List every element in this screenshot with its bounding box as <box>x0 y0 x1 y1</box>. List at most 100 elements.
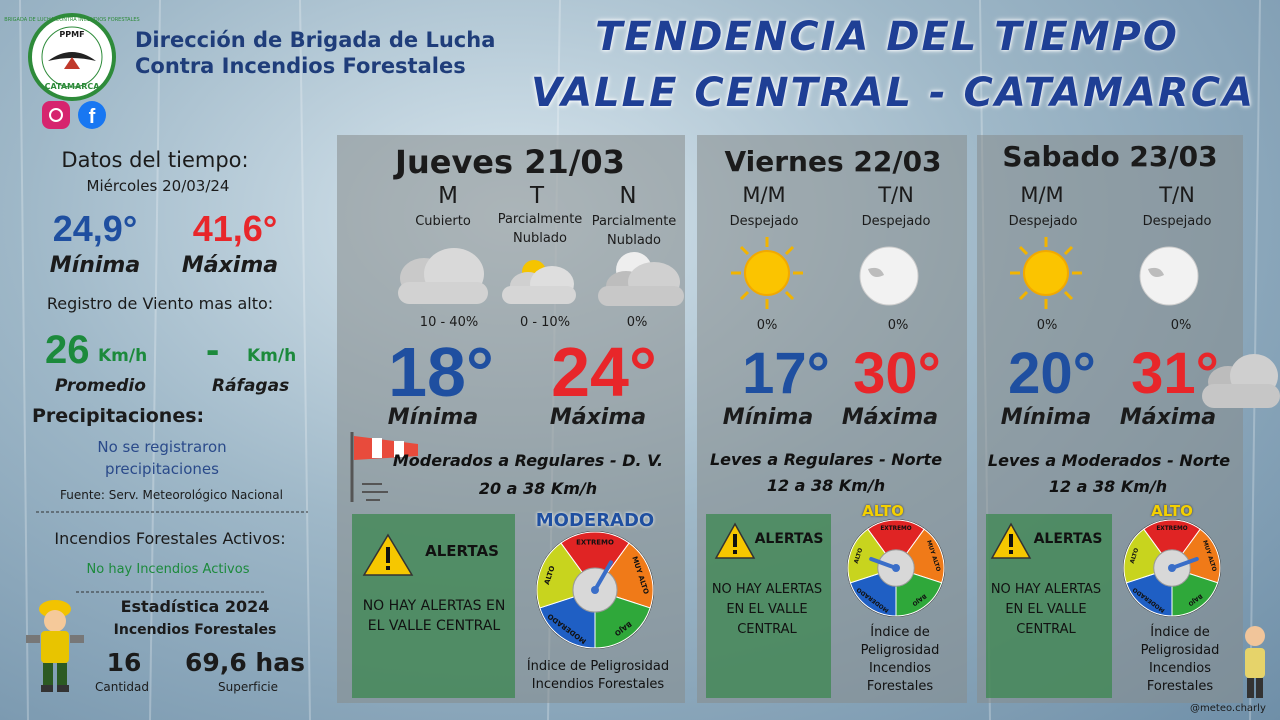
precip-prob: 0% <box>1170 318 1192 333</box>
period-label: M <box>438 183 458 209</box>
precip-prob: 0% <box>756 318 778 333</box>
gauge-segment <box>1143 519 1201 569</box>
period-label: T/N <box>1159 183 1195 207</box>
day-title: Jueves 21/03 <box>395 143 625 181</box>
danger-caption: Índice de Peligrosidad Incendios Foresta… <box>1140 625 1220 694</box>
period-label: T <box>529 183 545 209</box>
forecast-min: 20° <box>1008 341 1096 406</box>
day-title: Sabado 23/03 <box>1002 140 1218 173</box>
logo-top-text: BRIGADA DE LUCHA CONTRA INCENDIOS FOREST… <box>4 17 140 23</box>
logo-mid-text: PPMF <box>59 30 85 39</box>
alerts-text: NO HAY ALERTAS EN EL VALLE CENTRAL <box>711 582 823 637</box>
gauge-pin <box>892 564 900 572</box>
wind-gust: - <box>206 328 220 372</box>
period-label: M/M <box>1020 183 1064 207</box>
precip-prob: 0% <box>887 318 909 333</box>
gauge-segment <box>560 531 630 591</box>
period-desc: Despejado <box>729 214 799 229</box>
forecast-max: 24° <box>551 333 657 411</box>
obs-max-label: Máxima <box>181 253 279 278</box>
alerts-title: ALERTAS <box>754 531 824 547</box>
fire-area-label: Superficie <box>217 680 279 694</box>
wind-avg-label: Promedio <box>55 376 146 396</box>
gauge-label: EXTREMO <box>576 538 614 546</box>
wind-speed: 12 a 38 Km/h <box>1048 477 1168 496</box>
min-label: Mínima <box>387 405 479 430</box>
danger-level: ALTO <box>1151 502 1193 520</box>
icon-sun <box>731 237 803 309</box>
wind-avg-unit: Km/h <box>98 346 148 366</box>
period-desc: Despejado <box>861 214 931 229</box>
period-desc: Despejado <box>1142 214 1212 229</box>
icon-cloud <box>1202 354 1280 408</box>
wind-gust-unit: Km/h <box>247 346 297 366</box>
org-name-2: Contra Incendios Forestales <box>135 54 466 78</box>
wind-forecast: Moderados a Regulares - D. V. <box>392 451 664 470</box>
wind-speed: 12 a 38 Km/h <box>766 476 886 495</box>
org-name-1: Dirección de Brigada de Lucha <box>135 28 496 52</box>
obs-min: 24,9° <box>52 208 138 249</box>
danger-caption: Índice de Peligrosidad Incendios Foresta… <box>860 625 940 694</box>
wind-avg: 26 <box>45 328 90 372</box>
gauge-label: EXTREMO <box>1156 526 1187 532</box>
wind-forecast: Leves a Regulares - Norte <box>709 450 943 469</box>
stats-subtitle: Incendios Forestales <box>113 622 277 638</box>
danger-caption: Índice de Peligrosidad Incendios Foresta… <box>526 659 670 692</box>
precip-prob: 10 - 40% <box>419 315 479 330</box>
gauge-pin <box>591 586 599 594</box>
icon-sun <box>1010 237 1082 309</box>
max-label: Máxima <box>841 405 939 430</box>
precip-text: No se registraron precipitaciones <box>97 438 227 478</box>
min-label: Mínima <box>722 405 814 430</box>
period-desc: Parcialmente Nublado <box>591 214 677 248</box>
alerts-title: ALERTAS <box>1033 531 1103 547</box>
precip-prob: 0 - 10% <box>519 315 571 330</box>
max-label: Máxima <box>549 405 647 430</box>
forecast-max: 30° <box>853 341 941 406</box>
icon-night-partly-cloudy <box>598 252 684 306</box>
dividers <box>36 511 308 593</box>
icon-windsock <box>350 432 418 502</box>
period-label: T/N <box>878 183 914 207</box>
gauge-needle <box>593 560 613 592</box>
social-icons: f <box>42 101 106 129</box>
icon-cloudy <box>398 248 488 304</box>
precip-prob: 0% <box>1036 318 1058 333</box>
icon-warning <box>714 522 756 559</box>
wind-gust-label: Ráfagas <box>212 376 290 396</box>
fire-area: 69,6 has <box>185 648 305 677</box>
firefighter-mascot <box>26 600 84 692</box>
period-label: N <box>619 183 637 209</box>
gauge-pin <box>1168 564 1176 572</box>
gauge-label: EXTREMO <box>880 526 911 532</box>
gauge-needle <box>869 556 898 570</box>
datos-title: Datos del tiempo: <box>61 148 249 172</box>
danger-level: ALTO <box>862 502 904 520</box>
logo-bottom-text: CATAMARCA <box>44 82 100 91</box>
source: Fuente: Serv. Meteorológico Nacional <box>60 488 283 502</box>
period-label: M/M <box>742 183 786 207</box>
icon-moon <box>859 246 919 306</box>
obs-min-label: Mínima <box>49 253 141 278</box>
precip-prob: 0% <box>626 315 648 330</box>
wind-forecast: Leves a Moderados - Norte <box>987 451 1231 470</box>
forecast-min: 17° <box>742 341 830 406</box>
gauge-segment <box>867 519 925 569</box>
svg-text:f: f <box>89 106 96 128</box>
period-desc: Parcialmente Nublado <box>497 212 583 246</box>
icon-warning <box>362 533 414 576</box>
icon-partly-cloudy <box>502 260 576 304</box>
alert-box <box>352 514 515 698</box>
icon-warning <box>990 522 1032 559</box>
alerts-title: ALERTAS <box>425 542 499 560</box>
credit: @meteo.charly <box>1190 703 1266 714</box>
gauge-needle <box>1170 556 1199 570</box>
datos-date: Miércoles 20/03/24 <box>86 177 230 195</box>
fire-count-label: Cantidad <box>95 680 149 694</box>
icon-moon <box>1139 246 1199 306</box>
